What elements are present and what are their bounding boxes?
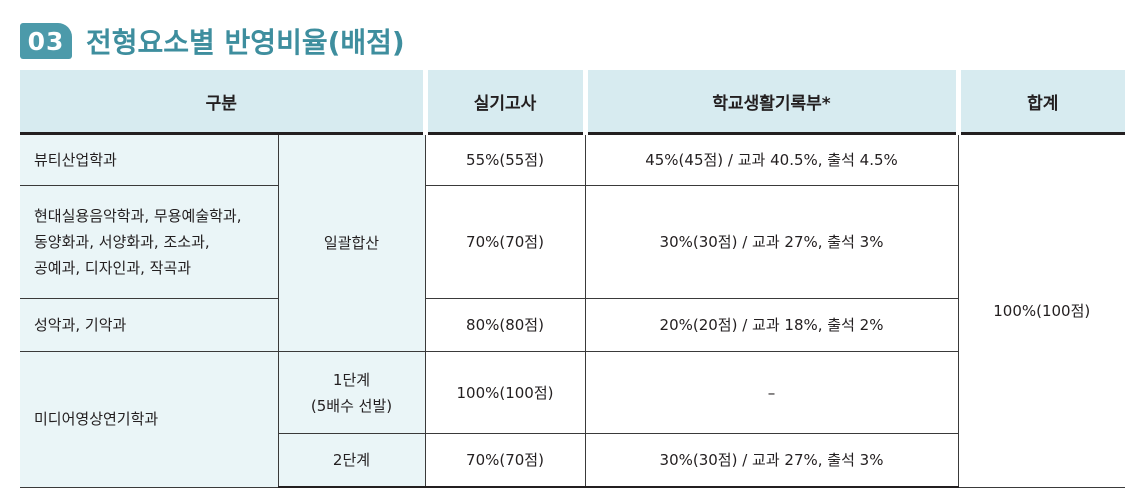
group-label: 일괄합산	[277, 133, 426, 352]
practical-media-stage2: 70%(70점)	[424, 433, 586, 489]
table-header-row: 구분 실기고사 학교생활기록부* 합계	[20, 70, 1125, 134]
table-row: 성악과, 기악과 80%(80점) 20%(20점) / 교과 18%, 출석 …	[20, 297, 1125, 352]
practical-beauty: 55%(55점)	[424, 132, 586, 187]
table-row: 뷰티산업학과 일괄합산 55%(55점) 45%(45점) / 교과 40.5%…	[20, 132, 1125, 488]
school-record-media-stage1: –	[584, 350, 959, 435]
dept-line: 동양화과, 서양화과, 조소과,	[34, 232, 210, 251]
section-title: 전형요소별 반영비율(배점)	[86, 26, 405, 59]
practical-vocal: 80%(80점)	[424, 297, 586, 352]
dept-line: 공예과, 디자인과, 작곡과	[34, 258, 192, 277]
header-practical: 실기고사	[422, 70, 585, 134]
stage1-label: 1단계 (5배수 선발)	[277, 350, 426, 435]
header-category: 구분	[20, 70, 425, 134]
school-record-media-stage2: 30%(30점) / 교과 27%, 출석 3%	[584, 433, 959, 489]
practical-media-stage1: 100%(100점)	[424, 350, 586, 435]
section-number-badge: 03	[20, 23, 72, 59]
dept-music-dance: 현대실용음악학과, 무용예술학과, 동양화과, 서양화과, 조소과, 공예과, …	[20, 185, 279, 299]
ratio-table: 구분 실기고사 학교생활기록부* 합계 뷰티산업학과 일괄합산 55%(55점)…	[20, 70, 1125, 489]
table-row: 2단계 70%(70점) 30%(30점) / 교과 27%, 출석 3%	[20, 433, 1125, 489]
school-record-music-dance: 30%(30점) / 교과 27%, 출석 3%	[584, 185, 959, 299]
dept-vocal: 성악과, 기악과	[20, 297, 279, 352]
school-record-vocal: 20%(20점) / 교과 18%, 출석 2%	[584, 297, 959, 352]
table-row: 미디어영상연기학과 1단계 (5배수 선발) 100%(100점) –	[20, 350, 1125, 488]
stage2-label: 2단계	[277, 433, 426, 489]
total-value: 100%(100점)	[957, 133, 1125, 488]
stage1-line: (5배수 선발)	[310, 396, 393, 415]
practical-music-dance: 70%(70점)	[424, 185, 586, 299]
school-record-beauty: 45%(45점) / 교과 40.5%, 출석 4.5%	[584, 132, 959, 187]
dept-media: 미디어영상연기학과	[20, 350, 279, 488]
dept-beauty: 뷰티산업학과	[20, 132, 279, 187]
stage1-line: 1단계	[332, 370, 371, 389]
dept-line: 현대실용음악학과, 무용예술학과,	[34, 206, 242, 225]
header-total: 합계	[955, 70, 1125, 134]
ratio-table-container: 구분 실기고사 학교생활기록부* 합계 뷰티산업학과 일괄합산 55%(55점)…	[20, 70, 1125, 489]
table-row: 현대실용음악학과, 무용예술학과, 동양화과, 서양화과, 조소과, 공예과, …	[20, 185, 1125, 299]
section-header: 03 전형요소별 반영비율(배점)	[20, 22, 405, 60]
header-school-record: 학교생활기록부*	[582, 70, 958, 134]
